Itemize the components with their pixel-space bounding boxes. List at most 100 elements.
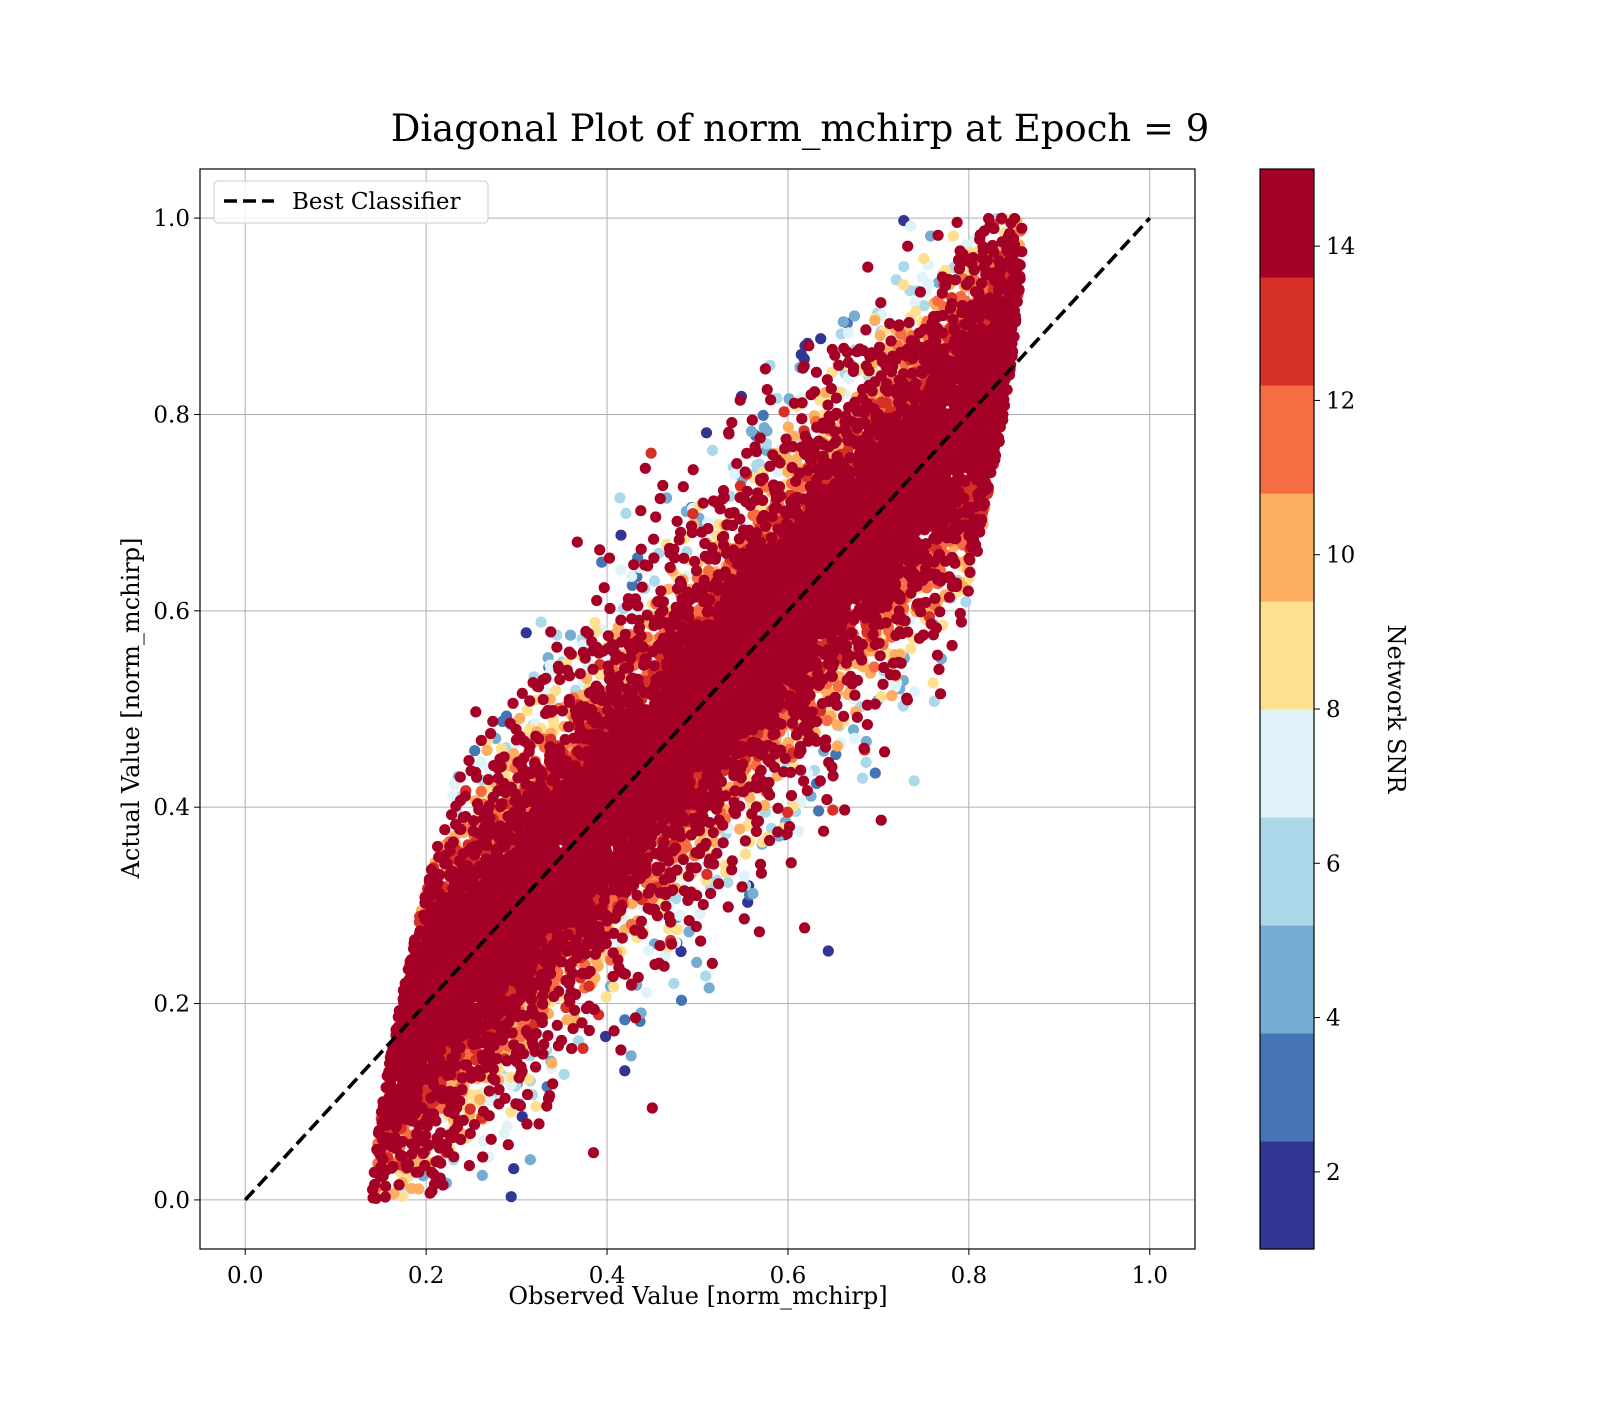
data-point xyxy=(409,938,420,949)
data-point xyxy=(565,630,576,641)
data-point xyxy=(508,1163,519,1174)
data-point xyxy=(640,463,651,474)
data-point xyxy=(537,990,548,1001)
chart-title: Diagonal Plot of norm_mchirp at Epoch = … xyxy=(391,107,1210,151)
data-point xyxy=(779,406,790,417)
data-point xyxy=(530,1101,541,1112)
data-point xyxy=(643,945,654,956)
data-point xyxy=(751,826,762,837)
data-point xyxy=(502,1121,513,1132)
data-point xyxy=(751,446,762,457)
data-point xyxy=(762,384,773,395)
data-point xyxy=(698,498,709,509)
data-point xyxy=(870,768,881,779)
data-point xyxy=(875,330,886,341)
data-point xyxy=(813,805,824,816)
data-point xyxy=(881,617,892,628)
data-point xyxy=(554,743,565,754)
data-point xyxy=(796,349,807,360)
data-point xyxy=(964,567,975,578)
data-point xyxy=(935,688,946,699)
data-point xyxy=(626,571,637,582)
data-point xyxy=(684,915,695,926)
data-point xyxy=(477,1170,488,1181)
data-point xyxy=(764,835,775,846)
data-point xyxy=(564,694,575,705)
data-point xyxy=(933,551,944,562)
data-point xyxy=(545,626,556,637)
data-point xyxy=(734,824,745,835)
data-point xyxy=(619,1065,630,1076)
data-point xyxy=(875,297,886,308)
data-point xyxy=(556,1035,567,1046)
data-point xyxy=(615,1044,626,1055)
data-point xyxy=(933,664,944,675)
data-point xyxy=(800,431,811,442)
data-point xyxy=(729,469,740,480)
data-point xyxy=(955,245,966,256)
data-point xyxy=(905,643,916,654)
data-point xyxy=(506,1191,517,1202)
data-point xyxy=(469,745,480,756)
data-point xyxy=(764,461,775,472)
data-point xyxy=(559,1069,570,1080)
data-point xyxy=(701,869,712,880)
data-point xyxy=(815,333,826,344)
data-point xyxy=(894,605,905,616)
data-point xyxy=(960,596,971,607)
data-point xyxy=(521,627,532,638)
data-point xyxy=(1003,298,1014,309)
data-point xyxy=(811,367,822,378)
data-point xyxy=(832,741,843,752)
data-point xyxy=(909,775,920,786)
data-point xyxy=(707,445,718,456)
data-point xyxy=(843,327,854,338)
data-point xyxy=(700,971,711,982)
data-point xyxy=(705,888,716,899)
data-point xyxy=(695,909,706,920)
data-point xyxy=(691,957,702,968)
data-point xyxy=(905,221,916,232)
data-point xyxy=(553,986,564,997)
data-point xyxy=(859,743,870,754)
data-point xyxy=(823,945,834,956)
data-point xyxy=(821,715,832,726)
data-point xyxy=(646,448,657,459)
data-point xyxy=(514,713,525,724)
data-point xyxy=(619,1014,630,1025)
data-point xyxy=(674,910,685,921)
data-point xyxy=(861,757,872,768)
data-point xyxy=(731,458,742,469)
data-point xyxy=(486,1134,497,1145)
data-point xyxy=(782,807,793,818)
data-point xyxy=(923,278,934,289)
data-point xyxy=(588,1147,599,1158)
data-point xyxy=(649,575,660,586)
data-point xyxy=(536,617,547,628)
data-point xyxy=(827,805,838,816)
data-point xyxy=(507,698,518,709)
data-point xyxy=(898,279,909,290)
data-point xyxy=(795,765,806,776)
data-point xyxy=(572,537,583,548)
data-point xyxy=(849,690,860,701)
data-point xyxy=(465,1128,476,1139)
data-point xyxy=(876,815,887,826)
data-point xyxy=(740,466,751,477)
data-point xyxy=(740,848,751,859)
data-point xyxy=(476,786,487,797)
data-point xyxy=(758,410,769,421)
data-point xyxy=(849,310,860,321)
data-point xyxy=(577,1043,588,1054)
data-point xyxy=(620,508,631,519)
data-point xyxy=(615,530,626,541)
data-point xyxy=(695,936,706,947)
data-point xyxy=(655,493,666,504)
data-point xyxy=(432,841,443,852)
data-point xyxy=(546,1058,557,1069)
data-point xyxy=(485,728,496,739)
data-point xyxy=(934,606,945,617)
data-point xyxy=(869,315,880,326)
